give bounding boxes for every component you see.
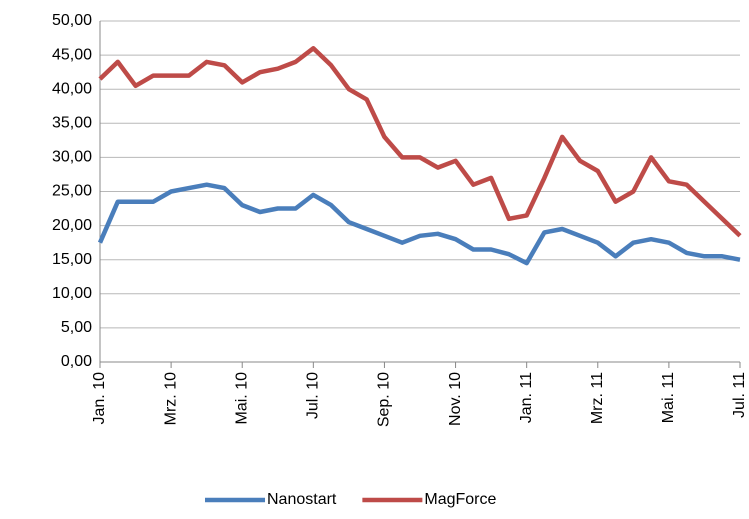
x-tick-label: Nov. 10 bbox=[447, 372, 464, 426]
series-line bbox=[97, 182, 741, 266]
x-tick-label: Mai. 11 bbox=[660, 372, 677, 423]
x-tick-label: Jul. 10 bbox=[305, 372, 322, 419]
y-tick-label: 35,00 bbox=[52, 115, 92, 132]
x-tick-label: Jan. 11 bbox=[518, 372, 535, 423]
y-tick-label: 40,00 bbox=[52, 80, 92, 97]
y-tick-label: 10,00 bbox=[52, 285, 92, 302]
y-tick-label: 20,00 bbox=[52, 217, 92, 234]
y-tick-label: 25,00 bbox=[52, 183, 92, 200]
x-tick-label: Jul. 11 bbox=[731, 372, 748, 418]
y-tick-label: 5,00 bbox=[61, 319, 92, 336]
y-tick-label: 45,00 bbox=[52, 46, 92, 63]
x-tick-label: Mrz. 10 bbox=[162, 372, 179, 425]
legend-label: MagForce bbox=[424, 491, 496, 508]
y-tick-label: 50,00 bbox=[52, 12, 92, 29]
y-tick-label: 30,00 bbox=[52, 149, 92, 166]
legend-label: Nanostart bbox=[267, 491, 337, 508]
x-tick-label: Jan. 10 bbox=[91, 372, 108, 425]
series-line bbox=[98, 46, 742, 238]
x-tick-label: Mrz. 11 bbox=[589, 372, 606, 424]
y-tick-label: 0,00 bbox=[61, 353, 92, 370]
x-tick-label: Mai. 10 bbox=[233, 372, 250, 425]
y-tick-label: 15,00 bbox=[52, 251, 92, 268]
x-tick-label: Sep. 10 bbox=[376, 372, 393, 427]
